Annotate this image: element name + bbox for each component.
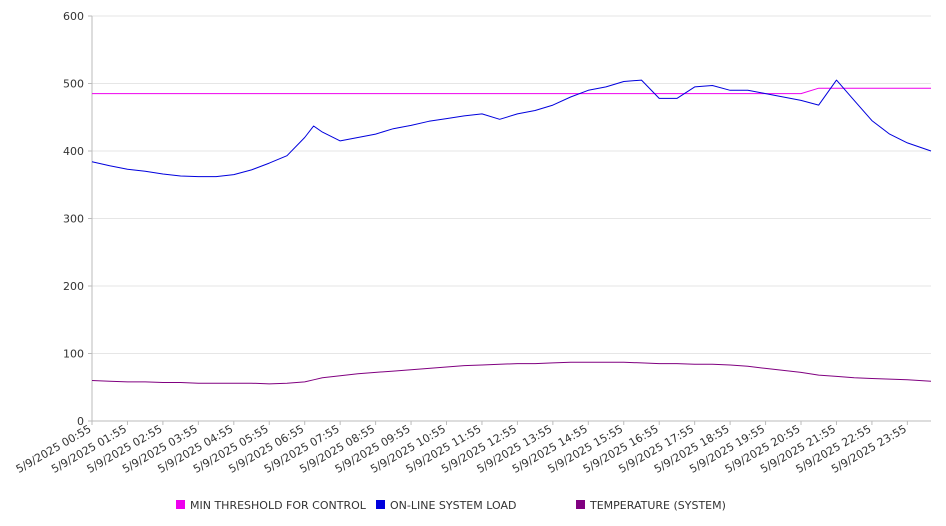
y-tick-label: 0	[77, 415, 84, 428]
series-line-2	[91, 79, 932, 178]
y-tick-label: 300	[63, 213, 84, 226]
legend-label: ON-LINE SYSTEM LOAD	[390, 499, 516, 512]
y-tick-label: 200	[63, 280, 84, 293]
legend-swatch	[176, 500, 185, 509]
x-tick-labels: 5/9/2025 00:555/9/2025 01:555/9/2025 02:…	[14, 422, 909, 476]
series-group	[91, 79, 932, 385]
legend-label: MIN THRESHOLD FOR CONTROL	[190, 499, 367, 512]
legend-label: TEMPERATURE (SYSTEM)	[589, 499, 726, 512]
y-tick-label: 400	[63, 145, 84, 158]
y-tick-label: 100	[63, 348, 84, 361]
legend-swatch	[576, 500, 585, 509]
y-tick-labels: 0 100 200 300 400 500 600	[63, 10, 84, 428]
y-tick-label: 500	[63, 78, 84, 91]
legend-swatch	[376, 500, 385, 509]
legend: MIN THRESHOLD FOR CONTROL ON-LINE SYSTEM …	[176, 499, 726, 512]
y-tick-label: 600	[63, 10, 84, 23]
series-line-3	[91, 361, 932, 385]
series-line-1	[92, 87, 931, 95]
axes	[88, 15, 931, 425]
grid	[92, 15, 931, 354]
